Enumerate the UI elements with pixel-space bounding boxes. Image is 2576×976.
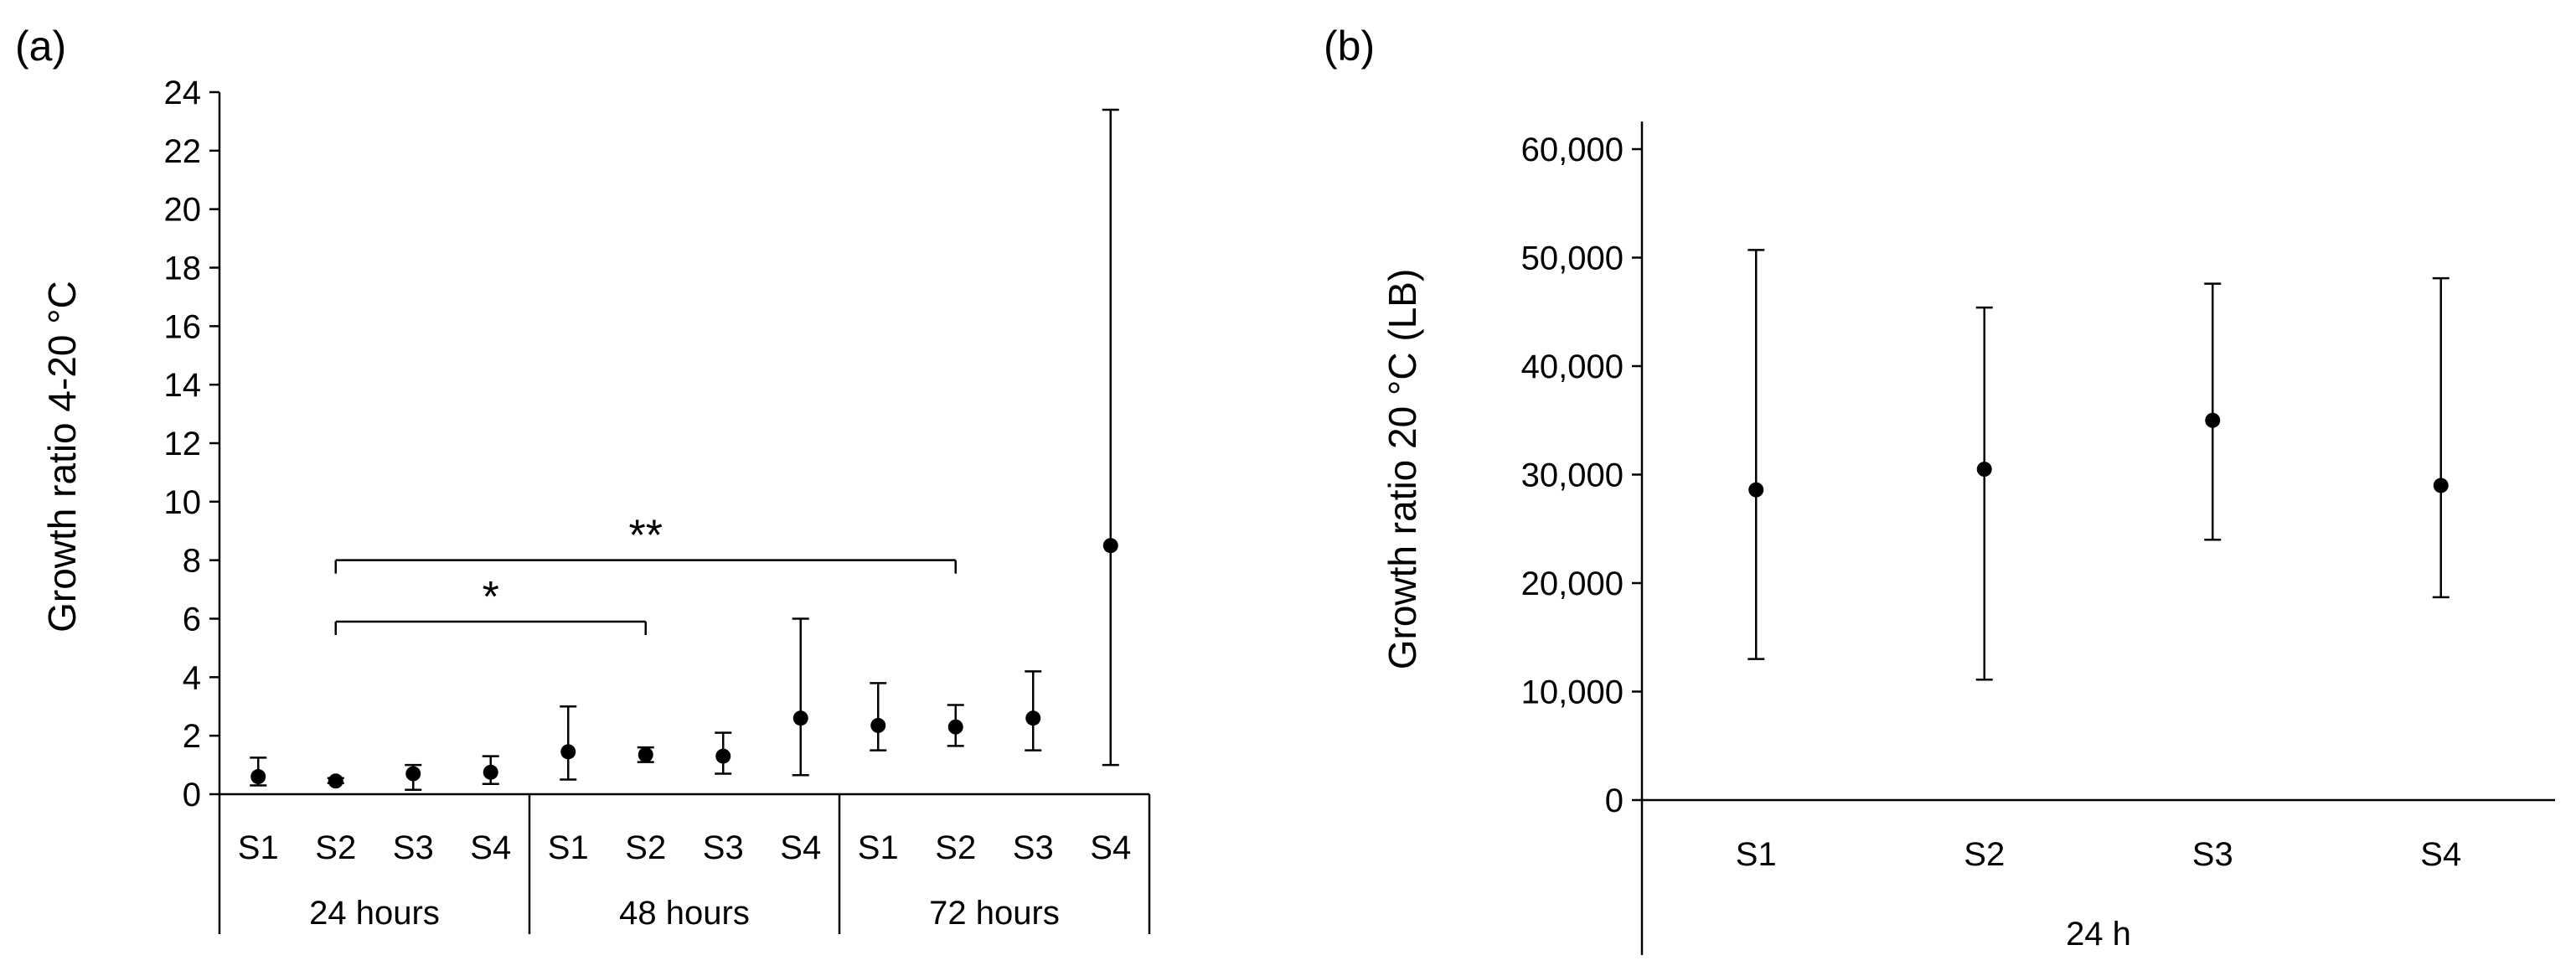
y-tick-label: 60,000 — [1521, 132, 1624, 168]
y-tick-label: 10 — [164, 484, 202, 521]
y-tick-label: 6 — [183, 602, 201, 638]
y-tick-label: 0 — [1605, 782, 1624, 819]
x-tick-label: S3 — [1013, 829, 1054, 866]
y-tick-label: 24 — [164, 75, 202, 111]
y-tick-label: 16 — [164, 308, 202, 345]
y-tick-label: 4 — [183, 659, 201, 696]
x-tick-label: S4 — [470, 829, 511, 866]
data-point — [328, 773, 343, 789]
panel-label-b: (b) — [1324, 23, 1375, 70]
x-tick-label: S3 — [2192, 836, 2233, 873]
x-tick-label: S1 — [1736, 836, 1777, 873]
y-axis-title-b: Growth ratio 20 °C (LB) — [1381, 269, 1424, 670]
y-tick-label: 10,000 — [1521, 674, 1624, 711]
y-tick-label: 12 — [164, 426, 202, 462]
data-point — [638, 746, 653, 762]
data-point — [560, 744, 576, 760]
x-tick-label: S4 — [780, 829, 821, 866]
significance-label: ** — [629, 512, 663, 560]
data-point — [405, 766, 421, 782]
data-point — [1748, 482, 1764, 498]
y-tick-label: 50,000 — [1521, 240, 1624, 277]
y-tick-label: 18 — [164, 250, 202, 287]
y-tick-label: 20,000 — [1521, 565, 1624, 602]
x-tick-label: S1 — [238, 829, 279, 866]
data-point — [792, 710, 808, 726]
data-point — [250, 769, 266, 785]
y-tick-label: 8 — [183, 543, 201, 580]
x-tick-label: S2 — [935, 829, 976, 866]
group-label: 72 hours — [929, 895, 1060, 932]
data-point — [715, 748, 731, 764]
x-tick-label: S2 — [625, 829, 666, 866]
x-tick-label: S1 — [548, 829, 589, 866]
y-tick-label: 2 — [183, 718, 201, 755]
data-point — [1102, 538, 1118, 554]
y-tick-label: 14 — [164, 367, 202, 404]
y-tick-label: 20 — [164, 192, 202, 229]
significance-label: * — [483, 573, 499, 622]
group-label: 24 hours — [309, 895, 440, 932]
panel-label-a: (a) — [15, 23, 66, 70]
x-tick-label: S4 — [1090, 829, 1131, 866]
group-label: 48 hours — [619, 895, 750, 932]
x-tick-label: S4 — [2420, 836, 2461, 873]
data-point — [1976, 462, 1992, 478]
data-point — [483, 764, 498, 780]
x-tick-label: S1 — [858, 829, 899, 866]
y-tick-label: 0 — [183, 777, 201, 813]
group-label: 24 h — [2066, 916, 2131, 953]
x-tick-label: S2 — [315, 829, 356, 866]
data-point — [2205, 412, 2221, 428]
data-point — [1025, 710, 1041, 726]
y-tick-label: 22 — [164, 133, 202, 170]
x-tick-label: S3 — [393, 829, 434, 866]
data-point — [947, 719, 963, 735]
y-axis-title-a: Growth ratio 4-20 °C — [40, 281, 84, 633]
data-point — [2433, 478, 2449, 493]
x-tick-label: S2 — [1964, 836, 2005, 873]
y-tick-label: 30,000 — [1521, 457, 1624, 494]
x-tick-label: S3 — [703, 829, 744, 866]
data-point — [870, 717, 886, 733]
chart-panel-b: 0 10,000 20,000 30,000 40,000 50,000 60,000 S1 S… — [1521, 121, 2555, 955]
y-tick-label: 40,000 — [1521, 349, 1624, 385]
